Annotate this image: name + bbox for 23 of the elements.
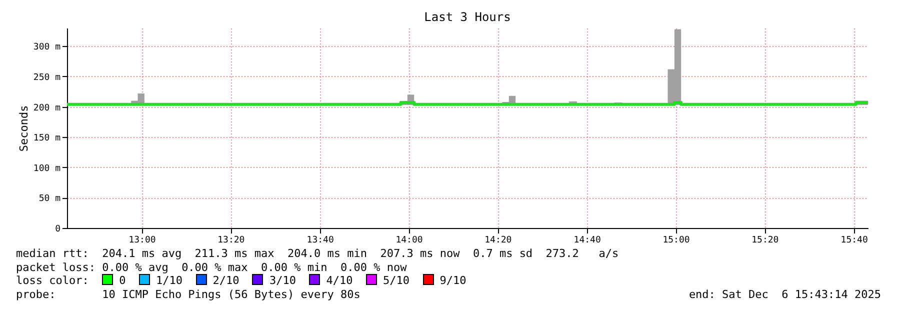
x-tick-label: 13:40 (306, 236, 334, 246)
y-tick-label: 0 (55, 224, 60, 234)
x-tick-label: 14:20 (484, 236, 512, 246)
x-tick-label: 15:00 (662, 236, 690, 246)
x-tick-label: 13:20 (218, 236, 245, 246)
y-tick-label: 100 m (33, 164, 60, 174)
y-tick-label: 300 m (33, 42, 60, 53)
x-tick-label: 14:00 (396, 236, 423, 246)
x-tick-label: 15:40 (840, 236, 868, 246)
text: end: Sat Dec 6 15:43:14 2025 (688, 288, 881, 300)
text: loss color: 0 1/10 2/10 3/10 4/10 5/10 9/10 (16, 274, 466, 287)
x-tick-label: 14:40 (574, 236, 601, 246)
text: packet loss: 0.00 % avg 0.00 % max 0.00 % min 0.00 % now (16, 260, 407, 274)
y-tick-label: 250 m (33, 72, 60, 83)
x-tick-label: 15:20 (752, 236, 779, 246)
chart-title: Last 3 Hours (424, 10, 511, 24)
x-tick-label: 13:00 (128, 236, 156, 246)
y-tick-label: 150 m (33, 134, 60, 144)
y-tick-label: 50 m (38, 194, 60, 204)
text: probe: 10 ICMP Echo Pings (56 Bytes) every 80s (16, 288, 360, 300)
y-axis-title: Seconds (17, 105, 30, 152)
y-tick-label: 200 m (33, 103, 60, 114)
text: median rtt: 204.1 ms avg 211.3 ms max 204.0 ms min 207.3 ms now 0.7 ms sd 273.2 a/s (16, 247, 619, 260)
